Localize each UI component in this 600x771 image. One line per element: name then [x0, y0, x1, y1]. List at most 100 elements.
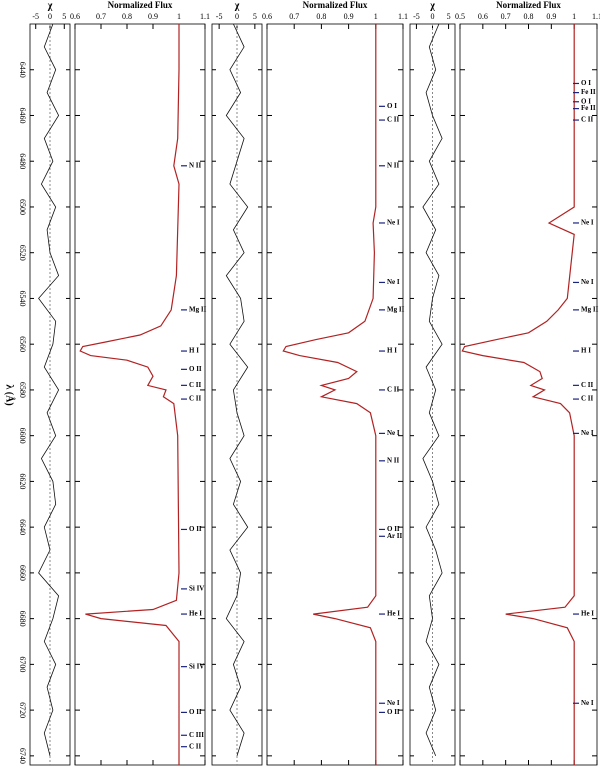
- flux-tick-label: 1: [177, 12, 181, 21]
- chi-tick-label: -5: [216, 12, 223, 21]
- flux-tick-label: 0.6: [70, 12, 80, 21]
- flux-tick-label: 0.6: [478, 12, 488, 21]
- line-label: O II: [387, 525, 400, 533]
- flux-tick-label: 0.7: [289, 12, 299, 21]
- residual-line: [38, 23, 60, 756]
- line-label: C II: [581, 381, 594, 389]
- x-tick-label: 6680: [18, 611, 27, 627]
- chi-axis-label: χ: [47, 0, 53, 11]
- line-label: O I: [387, 102, 397, 110]
- x-tick-label: 6440: [18, 62, 27, 78]
- line-label: Si IV: [189, 662, 204, 670]
- line-label: Ne I: [581, 278, 594, 286]
- chi-tick-label: 5: [447, 12, 451, 21]
- line-label: O II: [189, 708, 202, 716]
- chi-axis-label: χ: [234, 0, 240, 11]
- line-label: Mg II: [581, 305, 599, 313]
- model-line: [282, 24, 377, 765]
- line-label: H I: [581, 347, 591, 355]
- flux-tick-label: 0.5: [455, 12, 465, 21]
- flux-axis-label: Normalized Flux: [108, 0, 173, 10]
- chi-axis-label: χ: [429, 0, 435, 11]
- flux-tick-label: 0.6: [262, 12, 272, 21]
- flux-frame: [266, 23, 404, 766]
- x-tick-label: 6660: [18, 565, 27, 581]
- flux-tick-label: 1.1: [592, 12, 600, 21]
- flux-tick-label: 0.9: [344, 12, 354, 21]
- line-label: Si IV: [189, 585, 204, 593]
- line-label: Fe II: [581, 104, 596, 112]
- x-tick-label: 6620: [18, 473, 27, 489]
- line-label: C II: [581, 395, 594, 403]
- x-tick-label: 6500: [18, 199, 27, 215]
- line-label: C II: [189, 742, 202, 750]
- line-label: O I: [581, 79, 591, 87]
- flux-axis-label: Normalized Flux: [303, 0, 368, 10]
- x-tick-label: 6560: [18, 336, 27, 352]
- line-label: Ne I: [387, 219, 400, 227]
- residual-line: [225, 23, 249, 757]
- residual-line: [422, 23, 443, 757]
- x-tick-label: 6520: [18, 245, 27, 261]
- line-label: H I: [189, 347, 199, 355]
- line-label: N II: [189, 161, 202, 169]
- line-label: Ar II: [387, 532, 403, 540]
- line-label: Ne I: [581, 699, 594, 707]
- x-tick-label: 6720: [18, 702, 27, 718]
- x-tick-label: 6460: [18, 107, 27, 123]
- chi-tick-label: -5: [413, 12, 420, 21]
- flux-tick-label: 1: [572, 12, 576, 21]
- flux-tick-label: 0.9: [148, 12, 158, 21]
- line-label: Ne I: [387, 699, 400, 707]
- x-tick-label: 6600: [18, 428, 27, 444]
- line-label: He I: [387, 610, 400, 618]
- x-tick-label: 6480: [18, 153, 27, 169]
- x-axis-label: λ (Å): [4, 384, 16, 405]
- x-tick-label: 6640: [18, 519, 27, 535]
- flux-frame: [74, 23, 206, 766]
- line-label: C II: [189, 395, 202, 403]
- line-label: O II: [387, 708, 400, 716]
- x-tick-label: 6580: [18, 382, 27, 398]
- flux-tick-label: 0.8: [316, 12, 326, 21]
- model-line: [79, 24, 180, 765]
- line-label: Fe II: [581, 88, 596, 96]
- chi-tick-label: 0: [235, 12, 239, 21]
- line-label: Ne I: [387, 429, 400, 437]
- line-label: C II: [581, 116, 594, 124]
- line-label: C II: [387, 386, 400, 394]
- line-label: C III: [189, 731, 204, 739]
- chi-tick-label: 0: [431, 12, 435, 21]
- flux-tick-label: 0.7: [501, 12, 511, 21]
- chi-tick-label: -5: [32, 12, 39, 21]
- line-label: Mg II: [189, 305, 207, 313]
- x-tick-label: 6740: [18, 748, 27, 764]
- line-label: He I: [581, 610, 594, 618]
- flux-frame: [459, 23, 598, 766]
- line-label: O I: [581, 97, 591, 105]
- line-label: H I: [387, 347, 397, 355]
- line-label: C II: [387, 116, 400, 124]
- flux-tick-label: 1.1: [200, 12, 210, 21]
- line-label: O II: [189, 365, 202, 373]
- flux-tick-label: 1: [374, 12, 378, 21]
- line-label: C II: [189, 381, 202, 389]
- flux-tick-label: 1.1: [398, 12, 408, 21]
- x-tick-label: 6540: [18, 290, 27, 306]
- x-tick-label: 6700: [18, 656, 27, 672]
- chi-tick-label: 5: [62, 12, 66, 21]
- flux-tick-label: 0.8: [122, 12, 132, 21]
- flux-tick-label: 0.9: [546, 12, 556, 21]
- line-label: Ne I: [581, 219, 594, 227]
- flux-axis-label: Normalized Flux: [496, 0, 561, 10]
- line-label: N II: [387, 456, 400, 464]
- flux-tick-label: 0.8: [524, 12, 534, 21]
- line-label: Mg II: [387, 305, 405, 313]
- line-label: Ne I: [581, 429, 594, 437]
- line-label: Ne I: [387, 278, 400, 286]
- line-label: He I: [189, 610, 202, 618]
- line-label: O II: [189, 525, 202, 533]
- chi-tick-label: 0: [48, 12, 52, 21]
- flux-tick-label: 0.7: [96, 12, 106, 21]
